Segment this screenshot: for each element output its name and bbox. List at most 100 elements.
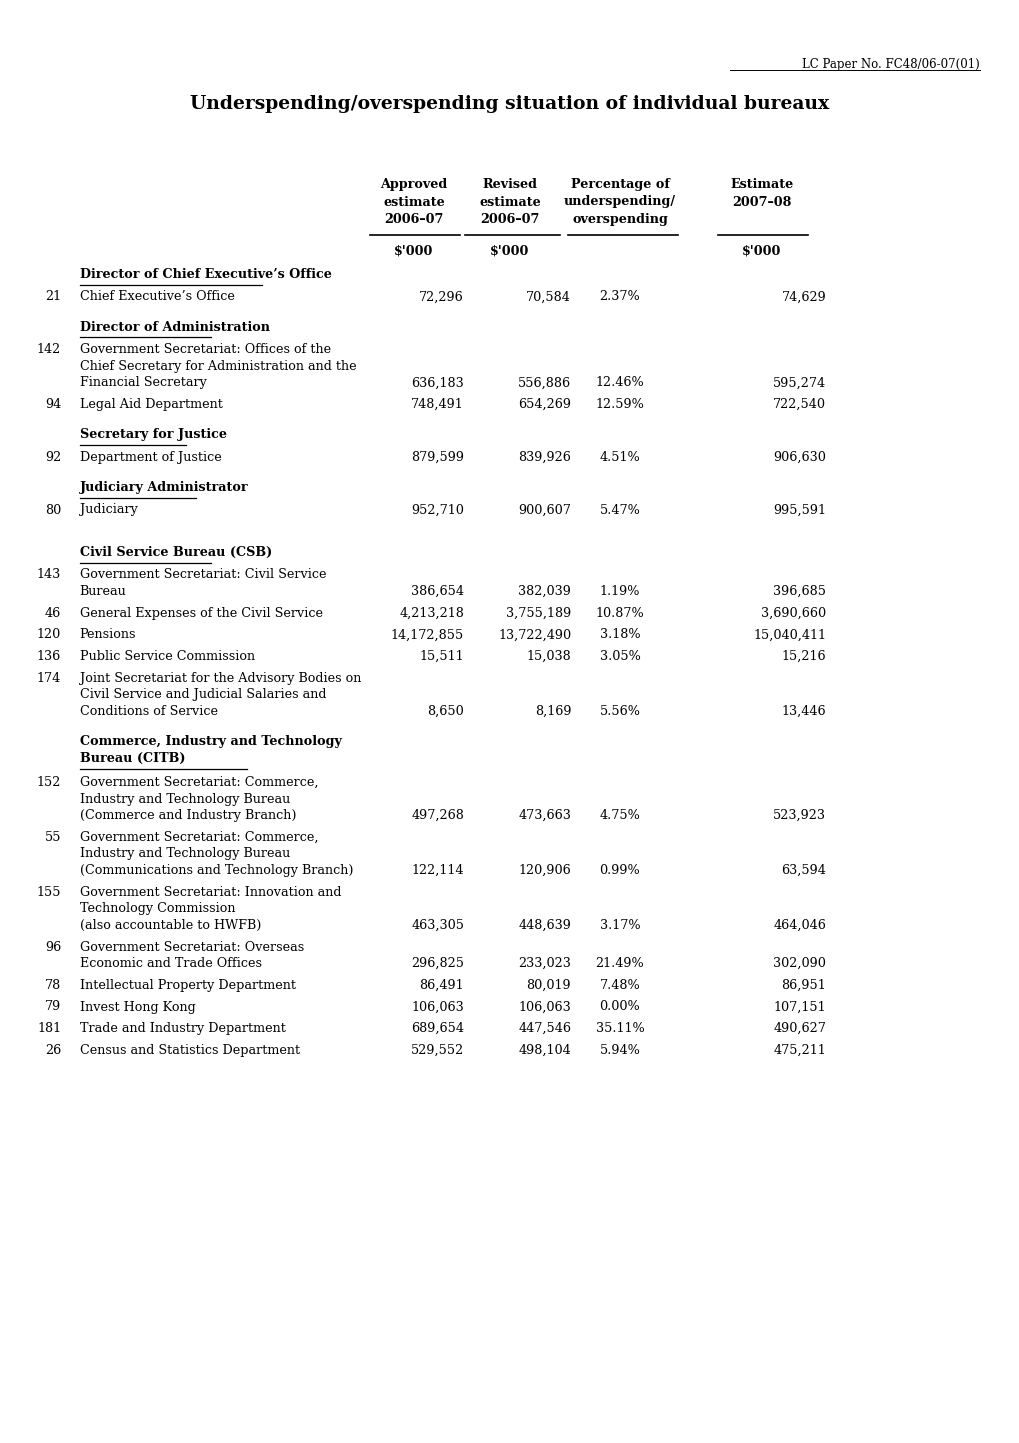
Text: 46: 46	[45, 606, 61, 619]
Text: 12.46%: 12.46%	[595, 377, 644, 390]
Text: 136: 136	[37, 649, 61, 662]
Text: 636,183: 636,183	[411, 377, 464, 390]
Text: Judiciary: Judiciary	[79, 504, 138, 517]
Text: Invest Hong Kong: Invest Hong Kong	[79, 1000, 195, 1013]
Text: 302,090: 302,090	[772, 957, 825, 970]
Text: 463,305: 463,305	[411, 919, 464, 932]
Text: overspending: overspending	[572, 214, 667, 227]
Text: 13,446: 13,446	[781, 704, 825, 717]
Text: Intellectual Property Department: Intellectual Property Department	[79, 978, 296, 991]
Text: 79: 79	[45, 1000, 61, 1013]
Text: Director of Administration: Director of Administration	[79, 320, 269, 333]
Text: Public Service Commission: Public Service Commission	[79, 649, 255, 662]
Text: 3.05%: 3.05%	[599, 649, 640, 662]
Text: 13,722,490: 13,722,490	[497, 628, 571, 641]
Text: General Expenses of the Civil Service: General Expenses of the Civil Service	[79, 606, 322, 619]
Text: $'000: $'000	[490, 244, 529, 257]
Text: Underspending/overspending situation of individual bureaux: Underspending/overspending situation of …	[191, 95, 828, 113]
Text: 556,886: 556,886	[518, 377, 571, 390]
Text: estimate: estimate	[479, 195, 540, 208]
Text: 382,039: 382,039	[518, 584, 571, 599]
Text: 4.75%: 4.75%	[599, 810, 640, 823]
Text: 0.99%: 0.99%	[599, 864, 640, 877]
Text: 523,923: 523,923	[772, 810, 825, 823]
Text: 3.18%: 3.18%	[599, 628, 640, 641]
Text: Government Secretariat: Commerce,
Industry and Technology Bureau
(Commerce and I: Government Secretariat: Commerce, Indust…	[79, 776, 318, 823]
Text: 839,926: 839,926	[518, 450, 571, 463]
Text: 96: 96	[45, 941, 61, 954]
Text: Secretary for Justice: Secretary for Justice	[79, 429, 226, 442]
Text: 106,063: 106,063	[518, 1000, 571, 1013]
Text: 952,710: 952,710	[411, 504, 464, 517]
Text: 473,663: 473,663	[518, 810, 571, 823]
Text: 464,046: 464,046	[772, 919, 825, 932]
Text: underspending/: underspending/	[564, 195, 676, 208]
Text: 8,169: 8,169	[534, 704, 571, 717]
Text: Census and Statistics Department: Census and Statistics Department	[79, 1043, 300, 1056]
Text: 8,650: 8,650	[427, 704, 464, 717]
Text: 1.19%: 1.19%	[599, 584, 640, 599]
Text: 152: 152	[37, 776, 61, 789]
Text: Approved: Approved	[380, 177, 447, 190]
Text: 5.47%: 5.47%	[599, 504, 640, 517]
Text: 0.00%: 0.00%	[599, 1000, 640, 1013]
Text: 92: 92	[45, 450, 61, 463]
Text: 21.49%: 21.49%	[595, 957, 644, 970]
Text: 70,584: 70,584	[526, 290, 571, 303]
Text: 10.87%: 10.87%	[595, 606, 644, 619]
Text: 181: 181	[37, 1022, 61, 1035]
Text: 900,607: 900,607	[518, 504, 571, 517]
Text: 722,540: 722,540	[772, 398, 825, 411]
Text: 74,629: 74,629	[781, 290, 825, 303]
Text: 529,552: 529,552	[411, 1043, 464, 1056]
Text: 174: 174	[37, 671, 61, 684]
Text: 122,114: 122,114	[412, 864, 464, 877]
Text: 497,268: 497,268	[411, 810, 464, 823]
Text: 120,906: 120,906	[518, 864, 571, 877]
Text: Commerce, Industry and Technology
Bureau (CITB): Commerce, Industry and Technology Bureau…	[79, 736, 341, 765]
Text: Department of Justice: Department of Justice	[79, 450, 221, 463]
Text: 2006–07: 2006–07	[384, 214, 443, 227]
Text: 72,296: 72,296	[419, 290, 464, 303]
Text: 595,274: 595,274	[772, 377, 825, 390]
Text: Government Secretariat: Overseas
Economic and Trade Offices: Government Secretariat: Overseas Economi…	[79, 941, 304, 970]
Text: 2007–08: 2007–08	[732, 195, 791, 208]
Text: 14,172,855: 14,172,855	[390, 628, 464, 641]
Text: 5.56%: 5.56%	[599, 704, 640, 717]
Text: 490,627: 490,627	[772, 1022, 825, 1035]
Text: 143: 143	[37, 569, 61, 582]
Text: 155: 155	[37, 886, 61, 899]
Text: 233,023: 233,023	[518, 957, 571, 970]
Text: 906,630: 906,630	[772, 450, 825, 463]
Text: Trade and Industry Department: Trade and Industry Department	[79, 1022, 285, 1035]
Text: 396,685: 396,685	[772, 584, 825, 599]
Text: 879,599: 879,599	[411, 450, 464, 463]
Text: Government Secretariat: Offices of the
Chief Secretary for Administration and th: Government Secretariat: Offices of the C…	[79, 343, 356, 390]
Text: 386,654: 386,654	[411, 584, 464, 599]
Text: Civil Service Bureau (CSB): Civil Service Bureau (CSB)	[79, 545, 271, 558]
Text: $'000: $'000	[742, 244, 781, 257]
Text: 2006–07: 2006–07	[480, 214, 539, 227]
Text: 3,755,189: 3,755,189	[505, 606, 571, 619]
Text: 142: 142	[37, 343, 61, 356]
Text: 86,951: 86,951	[781, 978, 825, 991]
Text: 80: 80	[45, 504, 61, 517]
Text: 448,639: 448,639	[518, 919, 571, 932]
Text: Joint Secretariat for the Advisory Bodies on
Civil Service and Judicial Salaries: Joint Secretariat for the Advisory Bodie…	[79, 671, 361, 717]
Text: 26: 26	[45, 1043, 61, 1056]
Text: LC Paper No. FC48/06-07(01): LC Paper No. FC48/06-07(01)	[802, 58, 979, 71]
Text: 2.37%: 2.37%	[599, 290, 640, 303]
Text: 7.48%: 7.48%	[599, 978, 640, 991]
Text: 3.17%: 3.17%	[599, 919, 640, 932]
Text: 21: 21	[45, 290, 61, 303]
Text: 86,491: 86,491	[419, 978, 464, 991]
Text: Judiciary Administrator: Judiciary Administrator	[79, 481, 248, 494]
Text: 748,491: 748,491	[411, 398, 464, 411]
Text: 296,825: 296,825	[411, 957, 464, 970]
Text: 106,063: 106,063	[411, 1000, 464, 1013]
Text: Estimate: Estimate	[730, 177, 793, 190]
Text: Government Secretariat: Civil Service
Bureau: Government Secretariat: Civil Service Bu…	[79, 569, 326, 597]
Text: Director of Chief Executive’s Office: Director of Chief Executive’s Office	[79, 268, 331, 281]
Text: 498,104: 498,104	[518, 1043, 571, 1056]
Text: 447,546: 447,546	[518, 1022, 571, 1035]
